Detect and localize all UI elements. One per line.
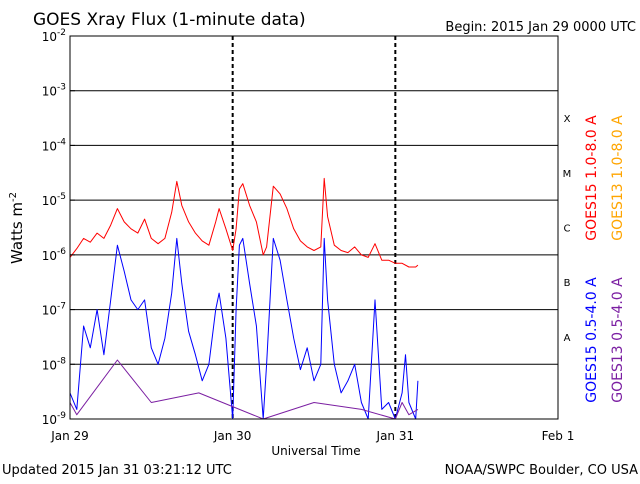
x-tick-label: Feb 1	[542, 429, 575, 443]
legend-entry: GOES15 1.0-8.0 A	[584, 115, 600, 241]
y-tick-label: 10-9	[42, 411, 67, 427]
y-tick-label: 10-7	[42, 302, 66, 318]
updated-label: Updated 2015 Jan 31 03:21:12 UTC	[2, 463, 232, 478]
y-tick-base: 10	[42, 139, 57, 153]
y-axis-label: Watts m-2	[8, 192, 26, 264]
legend-layer: GOES15 1.0-8.0 A GOES13 1.0-8.0 A GOES15 0…	[584, 115, 626, 403]
y-tick-base: 10	[42, 358, 57, 372]
y-tick-label: 10-8	[42, 356, 67, 372]
begin-label: Begin: 2015 Jan 29 0000 UTC	[445, 20, 636, 35]
flare-class-label: M	[563, 169, 572, 180]
y-tick-base: 10	[42, 413, 57, 427]
y-tick-label: 10-6	[42, 247, 67, 263]
y-tick-exponent: -9	[57, 411, 66, 421]
y-tick-exponent: -2	[57, 28, 66, 38]
y-tick-label: 10-5	[42, 192, 66, 208]
legend-entry: GOES15 0.5-4.0 A	[584, 277, 600, 403]
x-tick-label: Jan 31	[376, 429, 415, 443]
flare-class-label: B	[564, 278, 571, 289]
series-layer	[69, 177, 419, 420]
series-line-goes15-1-0-8-0-a	[69, 177, 419, 268]
y-tick-base: 10	[42, 85, 57, 99]
legend-entry: GOES13 0.5-4.0 A	[610, 277, 626, 403]
y-tick-exponent: -4	[57, 137, 66, 147]
flare-class-label: A	[564, 333, 571, 344]
y-tick-base: 10	[42, 194, 57, 208]
x-tick-label: Jan 30	[213, 429, 252, 443]
y-tick-exponent: -6	[57, 247, 66, 257]
x-axis-label: Universal Time	[271, 444, 360, 458]
y-tick-exponent: -5	[57, 192, 66, 202]
chart-title: GOES Xray Flux (1-minute data)	[33, 10, 306, 30]
source-label: NOAA/SWPC Boulder, CO USA	[445, 463, 638, 478]
y-axis-label-text: Watts m	[8, 202, 26, 264]
plot-frame	[69, 35, 559, 420]
y-tick-base: 10	[42, 30, 57, 44]
y-tick-label: 10-4	[42, 137, 67, 153]
series-line-goes13-0-5-4-0-a	[69, 359, 419, 420]
y-tick-base: 10	[42, 304, 57, 318]
flare-class-label: X	[564, 114, 571, 125]
y-tick-base: 10	[42, 249, 57, 263]
flare-class-label: C	[564, 224, 571, 235]
y-axis-label-exponent: -2	[8, 192, 19, 202]
y-tick-exponent: -7	[57, 302, 66, 312]
y-tick-exponent: -8	[57, 356, 66, 366]
grid-layer	[70, 36, 558, 419]
y-tick-label: 10-3	[42, 83, 66, 99]
series-line-goes15-0-5-4-0-a	[69, 237, 419, 420]
y-tick-label: 10-2	[42, 28, 66, 44]
y-tick-exponent: -3	[57, 83, 66, 93]
legend-entry: GOES13 1.0-8.0 A	[610, 115, 626, 241]
svg-text:Watts m-2: Watts m-2	[8, 192, 26, 264]
x-tick-label: Jan 29	[50, 429, 89, 443]
